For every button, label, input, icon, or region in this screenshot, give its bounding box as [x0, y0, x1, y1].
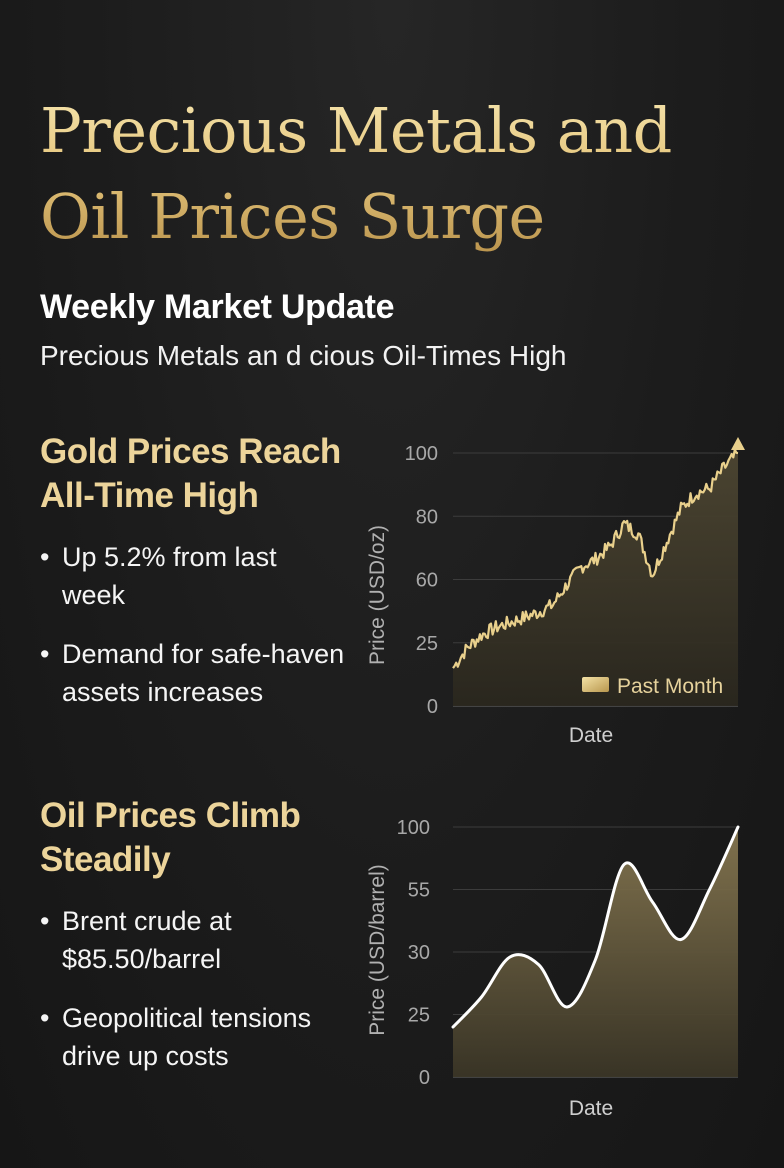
subtitle: Weekly Market Update: [40, 288, 395, 326]
oil-heading-line-2: Steadily: [40, 840, 171, 879]
oil-heading: Oil Prices Climb Steadily: [40, 794, 301, 882]
gold-heading: Gold Prices Reach All-Time High: [40, 430, 341, 518]
gold-arrow-icon: [731, 437, 745, 450]
oil-area-fill: [453, 827, 738, 1077]
bullet-text: drive up costs: [62, 1041, 229, 1071]
gold-area-fill: [453, 449, 738, 706]
bullet-text: Up 5.2% from last: [62, 542, 277, 572]
oil-y-ticks: 100 55 30 25 0: [397, 817, 430, 1089]
bullet-icon: •: [40, 639, 50, 669]
gold-y-axis-label: Price (USD/oz): [366, 525, 389, 665]
gold-price-line: [452, 448, 739, 669]
gold-heading-line-1: Gold Prices Reach: [40, 432, 341, 471]
oil-price-chart: 100 55 30 25 0 Price (USD/barrel) Date: [366, 817, 740, 1120]
tagline: Precious Metals an d cious Oil-Times Hig…: [40, 340, 567, 371]
list-item: • Demand for safe-haven assets increases: [40, 635, 344, 711]
y-tick-label: 55: [408, 880, 430, 902]
title-line-1: Precious Metals and: [40, 94, 672, 167]
y-tick-label: 0: [427, 696, 438, 718]
list-item: • Geopolitical tensions drive up costs: [40, 999, 311, 1075]
bullet-icon: •: [40, 1003, 50, 1033]
y-tick-label: 25: [416, 633, 438, 655]
y-tick-label: 60: [416, 570, 438, 592]
y-tick-label: 30: [408, 942, 430, 964]
oil-bullet-list: • Brent crude at $85.50/barrel • Geopolitic…: [40, 902, 311, 1096]
bullet-icon: •: [40, 906, 50, 936]
list-item: • Brent crude at $85.50/barrel: [40, 902, 311, 978]
bullet-text: $85.50/barrel: [62, 944, 222, 974]
bullet-text: assets increases: [62, 677, 264, 707]
y-tick-label: 80: [416, 506, 438, 528]
oil-x-axis-label: Date: [569, 1097, 613, 1120]
gold-x-axis-label: Date: [569, 724, 613, 747]
gold-bullet-list: • Up 5.2% from last week • Demand for safe-…: [40, 538, 344, 732]
page-title: Precious Metals and Oil Prices Surge: [40, 88, 770, 260]
oil-y-axis-label: Price (USD/barrel): [366, 864, 389, 1036]
y-tick-label: 0: [419, 1067, 430, 1089]
bullet-text: Demand for safe-haven: [62, 639, 345, 669]
gold-heading-line-2: All-Time High: [40, 476, 259, 515]
title-line-2: Oil Prices Surge: [40, 180, 545, 253]
bullet-text: Geopolitical tensions: [62, 1003, 312, 1033]
oil-price-line: [451, 825, 740, 1029]
legend-label: Past Month: [617, 675, 723, 698]
legend-swatch: [582, 677, 609, 692]
gold-y-ticks: 100 80 60 25 0: [405, 443, 438, 718]
y-tick-label: 100: [397, 817, 430, 839]
oil-heading-line-1: Oil Prices Climb: [40, 796, 301, 835]
y-tick-label: 100: [405, 443, 438, 465]
bullet-text: Brent crude at: [62, 906, 232, 936]
gold-price-chart: 100 80 60 25 0 Price (USD/oz) Date Past Mont…: [366, 437, 745, 747]
bullet-icon: •: [40, 542, 50, 572]
y-tick-label: 25: [408, 1005, 430, 1027]
bullet-text: week: [62, 580, 126, 610]
list-item: • Up 5.2% from last week: [40, 538, 344, 614]
